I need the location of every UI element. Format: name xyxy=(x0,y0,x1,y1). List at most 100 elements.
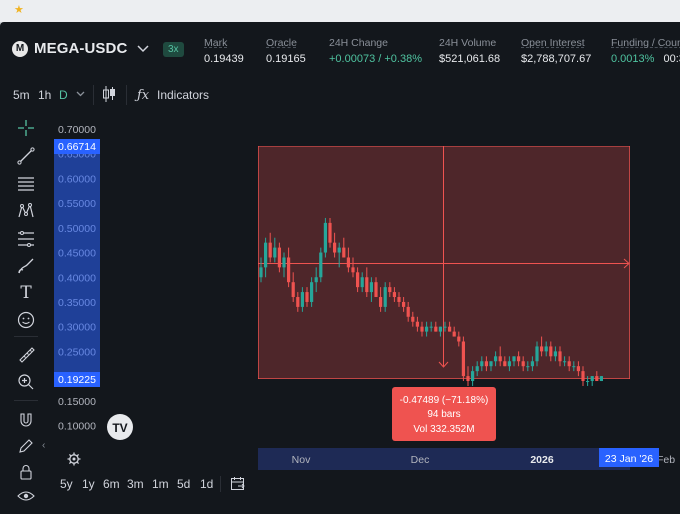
stat-value: 0.0013% 00:3 xyxy=(611,53,680,65)
candle-body xyxy=(489,361,493,367)
candle-body xyxy=(475,366,479,372)
range-1d[interactable]: 1d xyxy=(200,477,214,491)
collapse-arrow-icon[interactable]: ‹ xyxy=(42,440,46,451)
candle-body xyxy=(507,361,511,367)
interval-d[interactable]: D xyxy=(59,88,68,102)
candle-body xyxy=(356,272,360,288)
range-5d[interactable]: 5d xyxy=(177,477,191,491)
candle-body xyxy=(365,277,369,293)
chevron-down-icon[interactable] xyxy=(137,44,149,53)
price-tick-label: 0.70000 xyxy=(58,124,96,136)
indicators-fx-icon[interactable]: ƒx xyxy=(137,87,150,103)
candle-body xyxy=(323,222,327,253)
browser-strip: ★ xyxy=(0,0,680,22)
price-axis-highlight xyxy=(54,146,100,379)
candles-icon[interactable] xyxy=(102,85,116,103)
range-3m[interactable]: 3m xyxy=(127,477,144,491)
market-selector[interactable]: M MEGA-USDC xyxy=(12,40,149,57)
trend-line-icon[interactable] xyxy=(16,146,36,166)
time-axis: Nov Dec 2026 Feb xyxy=(292,454,676,466)
favorite-star-icon[interactable]: ★ xyxy=(14,4,24,16)
fib-retracement-icon[interactable] xyxy=(16,229,36,249)
candles-layer xyxy=(259,217,603,386)
candle-body xyxy=(333,242,337,253)
ruler-icon[interactable] xyxy=(16,344,36,364)
candle-body xyxy=(374,282,378,298)
candle-body xyxy=(558,351,562,362)
time-cursor-label: 23 Jan '26 xyxy=(605,453,653,465)
candle-body xyxy=(553,351,557,357)
candle-body xyxy=(296,297,300,307)
candle-body xyxy=(498,356,502,362)
stat-24h-volume: 24H Volume $521,061.68 xyxy=(439,37,500,65)
stat-label: Oracle xyxy=(266,37,297,49)
text-tool-icon[interactable]: T xyxy=(20,283,32,303)
magnet-icon[interactable] xyxy=(16,410,36,430)
range-6m[interactable]: 6m xyxy=(103,477,120,491)
candle-body xyxy=(452,331,456,337)
tradingview-logo-icon xyxy=(107,414,133,440)
candle-body xyxy=(567,361,571,367)
emoji-icon[interactable] xyxy=(16,310,36,330)
candle-body xyxy=(319,252,323,278)
candle-body xyxy=(494,356,498,362)
pattern-icon[interactable] xyxy=(16,201,36,221)
stat-value: $521,061.68 xyxy=(439,53,501,65)
candle-body xyxy=(314,277,318,283)
funding-countdown: 00:3 xyxy=(663,53,680,65)
interval-5m[interactable]: 5m xyxy=(13,88,30,102)
pencil-lock-icon[interactable] xyxy=(16,436,36,456)
candle-body xyxy=(346,257,350,268)
candle-body xyxy=(379,297,383,307)
candle-body xyxy=(300,292,304,307)
range-1y[interactable]: 1y xyxy=(82,477,95,491)
candle-body xyxy=(425,326,429,332)
candle-body xyxy=(397,297,401,302)
candle-body xyxy=(287,257,291,283)
stat-value: 0.19165 xyxy=(266,53,306,65)
candle-body xyxy=(535,346,539,362)
candle-body xyxy=(540,346,544,352)
interval-1h[interactable]: 1h xyxy=(38,88,52,102)
candle-body xyxy=(512,356,516,362)
horizontal-lines-icon[interactable] xyxy=(16,174,36,194)
candle-body xyxy=(530,361,534,367)
interval-chevron-down-icon[interactable] xyxy=(76,91,85,97)
measure-change-text: -0.47489 (−71.18%) xyxy=(400,395,489,406)
candle-body xyxy=(342,247,346,258)
indicators-button[interactable]: Indicators xyxy=(157,88,210,102)
candle-body xyxy=(420,326,424,332)
tradingview-logo-mark: TV xyxy=(112,421,127,435)
candle-body xyxy=(434,326,438,332)
eye-icon[interactable] xyxy=(16,486,36,506)
date-range-icon[interactable] xyxy=(230,476,246,492)
candle-body xyxy=(328,222,332,243)
gear-icon[interactable] xyxy=(67,452,81,466)
stat-oracle: Oracle 0.19165 xyxy=(266,37,306,65)
crosshair-icon[interactable] xyxy=(16,118,36,138)
range-1m[interactable]: 1m xyxy=(152,477,169,491)
candle-body xyxy=(503,361,507,367)
lock-icon[interactable] xyxy=(16,462,36,482)
range-divider xyxy=(220,476,221,492)
candle-body xyxy=(595,376,599,382)
funding-rate: 0.0013% xyxy=(611,53,655,65)
zoom-in-icon[interactable] xyxy=(16,372,36,392)
candle-body xyxy=(383,287,387,307)
price-chart[interactable]: 0.700000.650000.600000.550000.500000.450… xyxy=(0,22,680,514)
time-tick-label: 2026 xyxy=(530,454,554,466)
candle-body xyxy=(310,282,314,302)
stat-funding: Funding / Coun 0.0013% 00:3 xyxy=(611,37,680,65)
candle-body xyxy=(369,282,373,293)
candle-body xyxy=(471,371,475,382)
brush-icon[interactable] xyxy=(16,256,36,276)
candle-body xyxy=(337,247,341,253)
candle-body xyxy=(599,376,603,382)
candle-body xyxy=(526,366,530,368)
price-label-top-bg xyxy=(54,139,100,154)
range-5y[interactable]: 5y xyxy=(60,477,73,491)
candle-body xyxy=(259,267,263,278)
candle-body xyxy=(277,247,281,268)
candle-body xyxy=(484,361,488,367)
candle-body xyxy=(291,282,295,298)
